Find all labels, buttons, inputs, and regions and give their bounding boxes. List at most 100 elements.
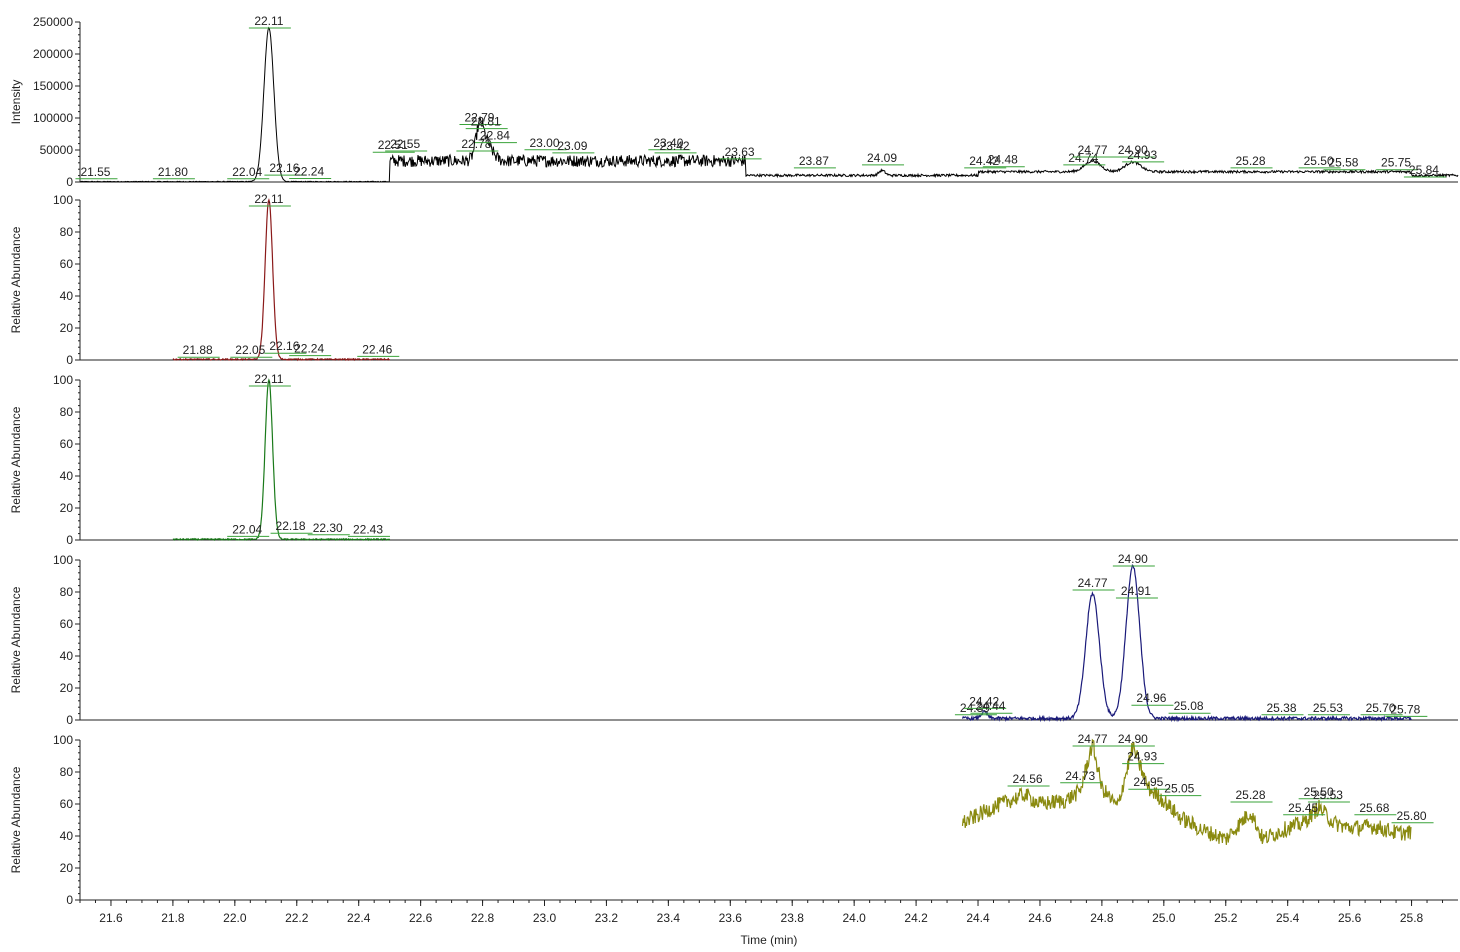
peak-label: 25.70: [1366, 701, 1396, 715]
peak-label: 24.96: [1136, 691, 1166, 705]
x-tick-label: 21.8: [161, 911, 185, 925]
x-tick-label: 22.6: [409, 911, 433, 925]
peak-label: 24.90: [1118, 732, 1148, 746]
x-axis-label: Time (min): [741, 933, 798, 947]
trace-line: [79, 26, 1459, 183]
trace-line: [172, 198, 391, 362]
peak-label: 22.24: [294, 164, 324, 178]
peak-label: 23.87: [799, 154, 829, 168]
peak-label: 24.48: [988, 153, 1018, 167]
x-tick-label: 25.4: [1276, 911, 1300, 925]
x-tick-label: 23.6: [719, 911, 743, 925]
x-tick-label: 24.8: [1090, 911, 1114, 925]
y-tick-label: 40: [60, 649, 74, 663]
peak-label: 22.55: [390, 137, 420, 151]
y-tick-label: 0: [66, 893, 73, 907]
y-tick-label: 100000: [33, 111, 73, 125]
x-tick-label: 25.8: [1400, 911, 1424, 925]
y-tick-label: 60: [60, 257, 74, 271]
peak-label: 25.38: [1266, 701, 1296, 715]
peak-label: 25.68: [1359, 801, 1389, 815]
peak-label: 22.51: [378, 138, 408, 152]
peak-label: 24.44: [975, 699, 1005, 713]
peak-label: 22.11: [254, 14, 283, 28]
peak-label: 25.84: [1409, 163, 1439, 177]
y-tick-label: 80: [60, 765, 74, 779]
y-tick-label: 250000: [33, 15, 73, 29]
x-tick-label: 23.4: [657, 911, 681, 925]
peak-label: 25.50: [1304, 785, 1334, 799]
peak-label: 23.09: [557, 139, 587, 153]
x-tick-label: 21.6: [99, 911, 123, 925]
y-axis-label: Relative Abundance: [9, 586, 23, 693]
y-tick-label: 60: [60, 617, 74, 631]
peak-label: 22.24: [294, 342, 324, 356]
x-tick-label: 22.0: [223, 911, 247, 925]
y-tick-label: 0: [66, 713, 73, 727]
peak-label: 25.50: [1304, 154, 1334, 168]
y-tick-label: 0: [66, 175, 73, 189]
peak-label: 22.11: [254, 192, 283, 206]
y-tick-label: 20: [60, 321, 74, 335]
peak-label: 22.16: [269, 339, 299, 353]
peak-label: 22.04: [232, 165, 262, 179]
x-tick-label: 22.4: [347, 911, 371, 925]
y-tick-label: 60: [60, 437, 74, 451]
peak-label: 22.30: [313, 521, 343, 535]
y-tick-label: 100: [53, 373, 73, 387]
peak-label: 24.95: [1133, 775, 1163, 789]
y-tick-label: 20: [60, 501, 74, 515]
peak-label: 23.40: [653, 136, 683, 150]
y-tick-label: 150000: [33, 79, 73, 93]
peak-label: 21.55: [80, 165, 110, 179]
peak-label: 24.09: [867, 151, 897, 165]
trace-line: [172, 378, 391, 542]
peak-label: 24.93: [1127, 750, 1157, 764]
y-tick-label: 20: [60, 861, 74, 875]
peak-label: 22.11: [254, 372, 283, 386]
y-axis-label: Relative Abundance: [9, 766, 23, 873]
y-tick-label: 20: [60, 681, 74, 695]
peak-label: 24.90: [1118, 143, 1148, 157]
peak-label: 24.42: [969, 154, 999, 168]
peak-label: 22.46: [362, 342, 392, 356]
peak-label: 25.53: [1313, 788, 1343, 802]
peak-label: 25.75: [1381, 156, 1411, 170]
x-tick-label: 25.2: [1214, 911, 1238, 925]
y-tick-label: 200000: [33, 47, 73, 61]
peak-label: 25.28: [1236, 154, 1266, 168]
y-tick-label: 40: [60, 289, 74, 303]
peak-label: 25.80: [1397, 809, 1427, 823]
x-tick-label: 25.0: [1152, 911, 1176, 925]
y-tick-label: 80: [60, 225, 74, 239]
y-tick-label: 100: [53, 733, 73, 747]
x-tick-label: 22.8: [471, 911, 495, 925]
y-tick-label: 40: [60, 469, 74, 483]
peak-label: 21.88: [183, 343, 213, 357]
peak-label: 22.04: [232, 522, 262, 536]
peak-label: 25.78: [1390, 702, 1420, 716]
peak-label: 22.05: [235, 343, 265, 357]
peak-label: 25.28: [1236, 788, 1266, 802]
peak-label: 25.53: [1313, 701, 1343, 715]
peak-label: 25.08: [1174, 699, 1204, 713]
trace-line: [961, 564, 1412, 723]
x-tick-label: 22.2: [285, 911, 309, 925]
peak-label: 24.42: [969, 694, 999, 708]
peak-label: 25.45: [1288, 801, 1318, 815]
peak-label: 22.84: [480, 129, 510, 143]
peak-label: 22.79: [464, 110, 494, 124]
peak-label: 23.42: [660, 139, 690, 153]
y-axis-label: Relative Abundance: [9, 406, 23, 513]
peak-label: 22.18: [276, 519, 306, 533]
peak-label: 22.81: [471, 115, 501, 129]
y-tick-label: 80: [60, 405, 74, 419]
x-tick-label: 24.0: [842, 911, 866, 925]
y-tick-label: 0: [66, 353, 73, 367]
peak-label: 22.16: [269, 161, 299, 175]
y-tick-label: 0: [66, 533, 73, 547]
peak-label: 24.93: [1127, 148, 1157, 162]
peak-label: 24.56: [1013, 772, 1043, 786]
peak-label: 22.43: [353, 522, 383, 536]
peak-label: 24.73: [1065, 769, 1095, 783]
